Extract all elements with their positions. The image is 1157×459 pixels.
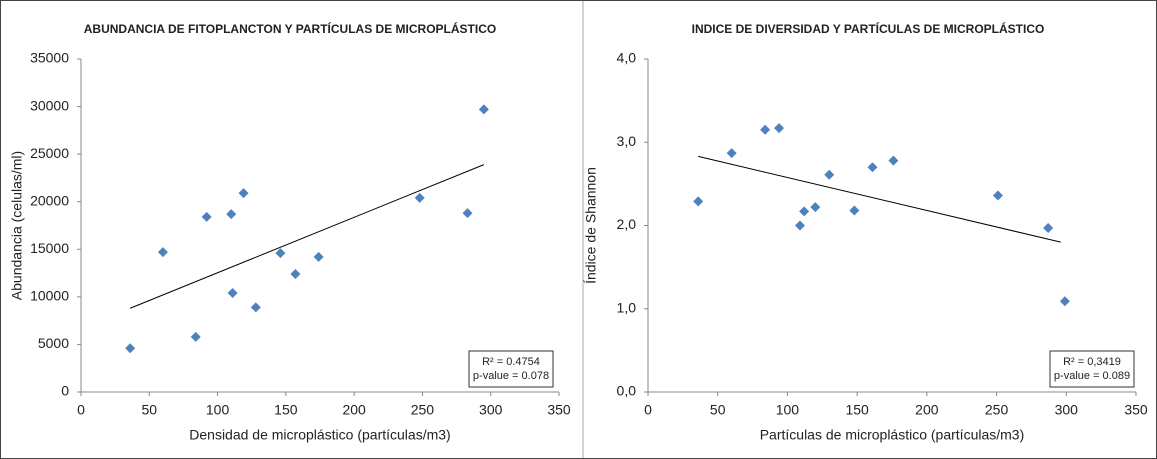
data-point	[799, 206, 810, 217]
data-point	[794, 220, 805, 231]
trendline	[129, 164, 485, 309]
y-tick-label: 1,0	[617, 299, 637, 315]
data-point	[824, 169, 835, 180]
chart-title: ABUNDANCIA DE FITOPLANCTON Y PARTÍCULAS …	[84, 21, 496, 36]
stats-text: R² = 0,3419	[1063, 356, 1121, 368]
data-point	[414, 192, 425, 203]
y-tick-label: 0	[61, 383, 69, 399]
stats-text: p-value = 0.078	[473, 370, 549, 382]
x-tick-label: 300	[479, 402, 503, 418]
data-point	[478, 104, 489, 115]
stats-text: p-value = 0.089	[1054, 370, 1130, 382]
trendline	[698, 155, 1061, 243]
y-tick-label: 5000	[38, 335, 69, 351]
data-point	[774, 123, 785, 134]
x-tick-label: 250	[985, 402, 1009, 418]
y-tick-label: 2,0	[617, 216, 637, 232]
x-tick-label: 300	[1055, 402, 1079, 418]
data-point	[227, 288, 238, 299]
x-tick-label: 150	[274, 402, 298, 418]
data-point	[760, 124, 771, 135]
y-tick-label: 25000	[30, 145, 69, 161]
data-point	[810, 202, 821, 213]
y-tick-label: 30000	[30, 97, 69, 113]
x-tick-label: 50	[710, 402, 726, 418]
x-axis-label: Partículas de microplástico (partículas/…	[760, 427, 1025, 443]
data-point	[313, 251, 324, 262]
y-tick-label: 35000	[30, 50, 69, 66]
x-tick-label: 100	[206, 402, 230, 418]
x-axis-label: Densidad de microplástico (partículas/m3…	[189, 427, 450, 443]
x-tick-label: 250	[411, 402, 435, 418]
data-point	[693, 196, 704, 207]
x-tick-label: 200	[915, 402, 939, 418]
data-point	[201, 211, 212, 222]
chart-title: INDICE DE DIVERSIDAD Y PARTÍCULAS DE MIC…	[692, 21, 1045, 36]
x-tick-label: 100	[776, 402, 800, 418]
data-point	[849, 205, 860, 216]
x-tick-label: 200	[342, 402, 366, 418]
data-point	[190, 331, 201, 342]
data-point	[888, 155, 899, 166]
stats-text: R² = 0.4754	[482, 356, 540, 368]
data-point	[1043, 222, 1054, 233]
data-point	[867, 162, 878, 173]
x-tick-label: 150	[845, 402, 869, 418]
data-point	[290, 269, 301, 280]
x-tick-label: 0	[644, 402, 652, 418]
y-tick-label: 15000	[30, 240, 69, 256]
y-axis-label: Índice de Shannon	[583, 167, 599, 284]
data-point	[462, 208, 473, 219]
data-point	[275, 248, 286, 259]
data-point	[125, 343, 136, 354]
x-tick-label: 50	[141, 402, 157, 418]
stats-box	[468, 350, 554, 388]
stats-box	[1049, 350, 1135, 388]
data-point	[726, 148, 737, 159]
data-point	[226, 209, 237, 220]
data-point	[1059, 296, 1070, 307]
y-axis-label: Abundancia (celulas/ml)	[9, 151, 25, 300]
y-tick-label: 20000	[30, 192, 69, 208]
data-point	[157, 247, 168, 258]
data-point	[250, 302, 261, 313]
x-tick-label: 350	[547, 402, 571, 418]
x-tick-label: 350	[1124, 402, 1148, 418]
y-tick-label: 0,0	[617, 383, 637, 399]
y-tick-label: 3,0	[617, 133, 637, 149]
x-tick-label: 0	[77, 402, 85, 418]
y-tick-label: 4,0	[617, 50, 637, 66]
y-tick-label: 10000	[30, 288, 69, 304]
data-point	[992, 190, 1003, 201]
data-point	[238, 188, 249, 199]
